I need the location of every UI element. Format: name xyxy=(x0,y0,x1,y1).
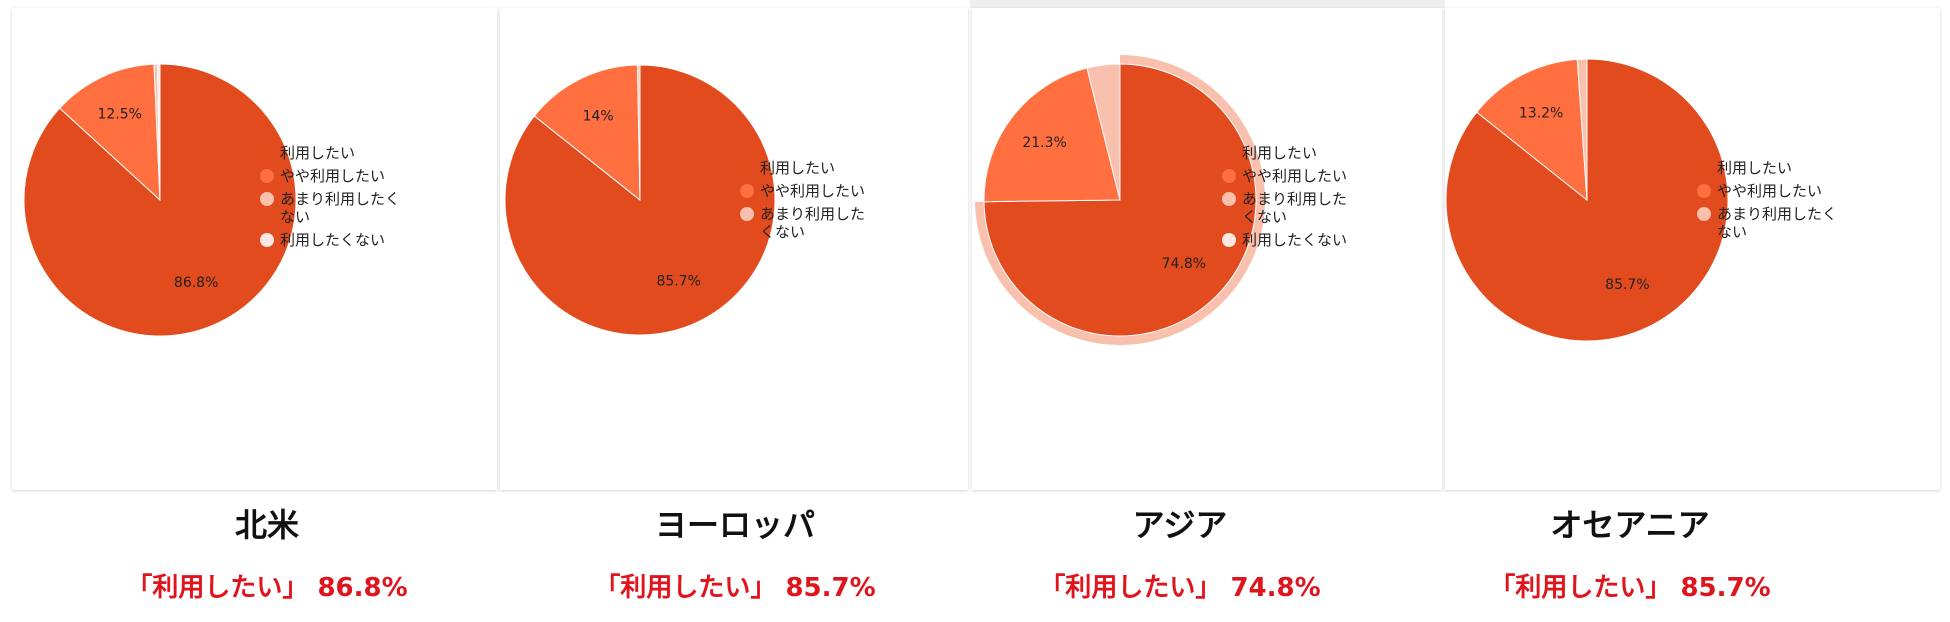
legend-label: あまり利用した xyxy=(760,205,865,223)
region-name: 北米 xyxy=(234,506,299,544)
stat-label: 「利用したい」 xyxy=(126,573,309,603)
legend-swatch xyxy=(260,169,274,183)
pie-slice[interactable] xyxy=(156,63,161,201)
legend-swatch xyxy=(1697,207,1711,221)
legend-swatch xyxy=(740,207,754,221)
legend-swatch xyxy=(740,184,754,198)
slice-label: 12.5% xyxy=(97,107,141,123)
chart-panel-europe: 85.7% 14% 利用したいやや利用したい あまり利用した くない xyxy=(500,8,968,490)
region-stat: 「利用したい」 85.7% xyxy=(1375,570,1885,606)
legend-swatch xyxy=(1222,192,1236,206)
caption-oceania: オセアニア 「利用したい」 85.7% xyxy=(1375,500,1885,606)
legend-label: あまり利用したく xyxy=(1717,205,1837,223)
legend-label: やや利用したい xyxy=(1717,182,1822,200)
legend-swatch xyxy=(1222,233,1236,247)
legend-label: 利用したくない xyxy=(1242,231,1347,249)
slice-label: 85.7% xyxy=(656,273,700,289)
pie-slice[interactable] xyxy=(533,64,641,202)
slice-label: 85.7% xyxy=(1605,277,1649,293)
region-stat: 「利用したい」 74.8% xyxy=(925,570,1435,606)
stat-label: 「利用したい」 xyxy=(1039,573,1222,603)
chart-panel-asia: 74.8% 21.3% 利用したいやや利用したい あまり利用した くない利用したくない xyxy=(972,8,1442,490)
pie-slice[interactable] xyxy=(58,63,161,202)
stat-label: 「利用したい」 xyxy=(594,573,777,603)
region-name: アジア xyxy=(1132,506,1228,544)
stat-value: 74.8% xyxy=(1230,573,1321,603)
stat-label: 「利用したい」 xyxy=(1489,573,1672,603)
legend-swatch xyxy=(260,233,274,247)
legend-label: やや利用したい xyxy=(280,167,385,185)
legend-label: ない xyxy=(280,208,310,226)
top-strip xyxy=(970,0,1445,8)
pie-slice[interactable] xyxy=(636,64,641,201)
legend-label: くない xyxy=(1242,208,1287,226)
stat-value: 85.7% xyxy=(1680,573,1771,603)
legend-swatch xyxy=(740,161,754,175)
region-name: オセアニア xyxy=(1550,506,1710,544)
legend-label: やや利用したい xyxy=(760,182,865,200)
legend-swatch xyxy=(260,192,274,206)
slice-label: 14% xyxy=(583,108,614,124)
legend-label: 利用したくない xyxy=(280,231,385,249)
region-name: ヨーロッパ xyxy=(654,506,815,544)
pie-slice[interactable] xyxy=(1576,58,1588,201)
region-stat: 「利用したい」 85.7% xyxy=(480,570,990,606)
stat-value: 85.7% xyxy=(785,573,876,603)
legend-label: 利用したい xyxy=(760,159,835,177)
legend-swatch xyxy=(1222,169,1236,183)
stat-value: 86.8% xyxy=(317,573,408,603)
region-stat: 「利用したい」 86.8% xyxy=(12,570,522,606)
caption-europe: ヨーロッパ 「利用したい」 85.7% xyxy=(480,500,990,606)
legend-label: あまり利用した xyxy=(1242,190,1347,208)
slice-label: 21.3% xyxy=(1022,135,1066,151)
legend-label: 利用したい xyxy=(280,144,355,162)
legend-swatch xyxy=(1697,184,1711,198)
legend-label: やや利用したい xyxy=(1242,167,1347,185)
slice-label: 13.2% xyxy=(1519,106,1563,122)
legend-swatch xyxy=(260,146,274,160)
legend-swatch xyxy=(1222,146,1236,160)
caption-north-america: 北米 「利用したい」 86.8% xyxy=(12,500,522,606)
legend-label: ない xyxy=(1717,223,1747,241)
legend-label: くない xyxy=(760,223,805,241)
legend-swatch xyxy=(1697,161,1711,175)
pie-slice[interactable] xyxy=(983,67,1121,203)
caption-asia: アジア 「利用したい」 74.8% xyxy=(925,500,1435,606)
slice-label: 86.8% xyxy=(174,275,218,291)
slice-label: 74.8% xyxy=(1162,256,1206,272)
chart-panel-north-america: 86.8% 12.5% 利用したいやや利用したい あまり利用したく ない利用したくない xyxy=(12,8,497,490)
pie-slice[interactable] xyxy=(1475,58,1588,202)
legend-label: あまり利用したく xyxy=(280,190,400,208)
legend-label: 利用したい xyxy=(1242,144,1317,162)
chart-panel-oceania: 85.7% 13.2% 利用したいやや利用したい あまり利用したく ない xyxy=(1445,8,1940,490)
legend-label: 利用したい xyxy=(1717,159,1792,177)
pie-slice[interactable] xyxy=(1086,63,1121,201)
